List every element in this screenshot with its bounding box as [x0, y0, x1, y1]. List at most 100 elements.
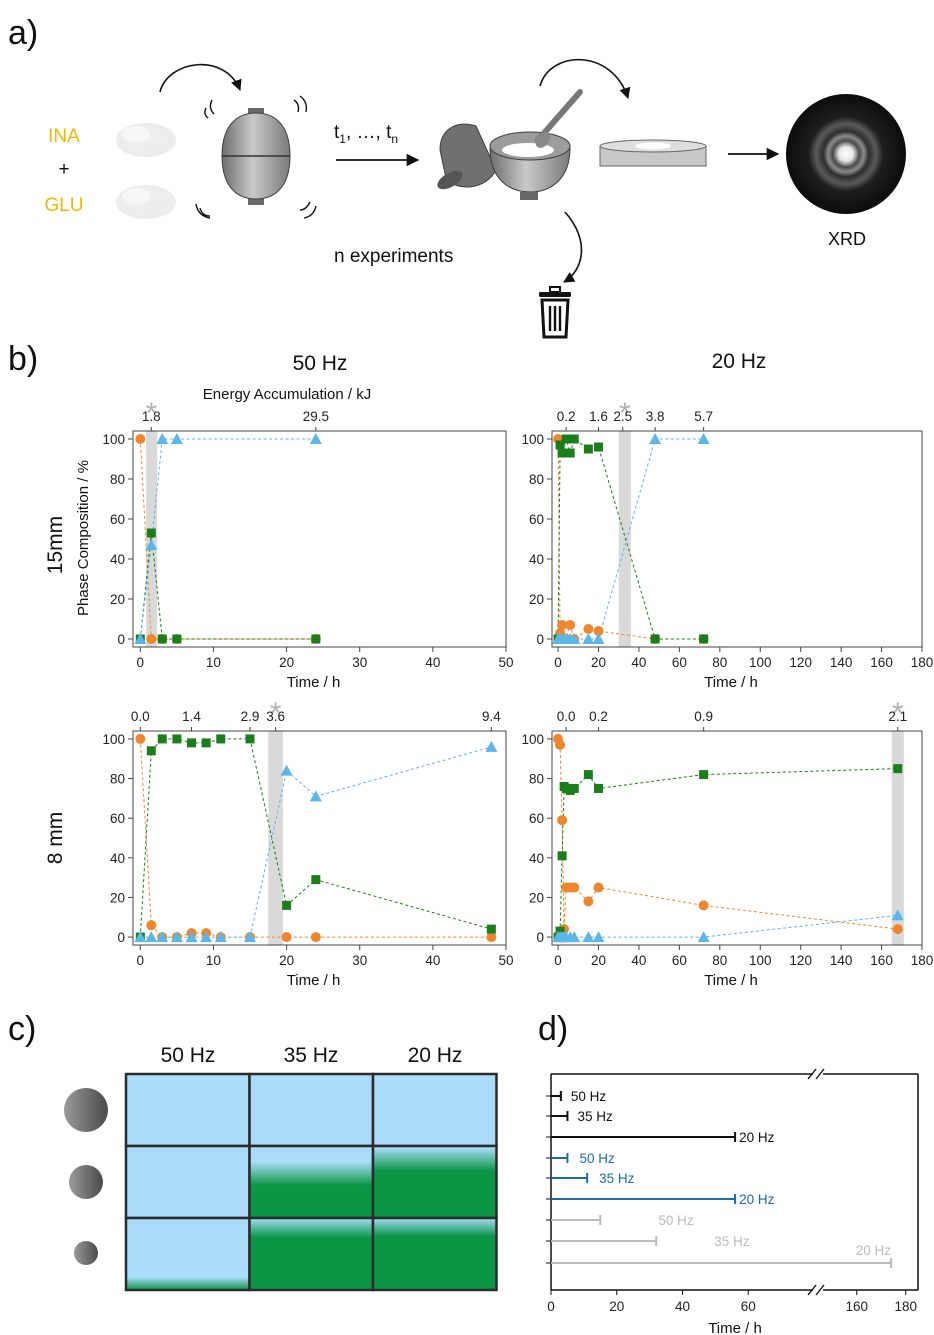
- series-line: [139, 532, 316, 640]
- data-point-square: [555, 440, 565, 450]
- x-tick-label: 140: [830, 655, 853, 670]
- x-tick-label: 40: [631, 655, 646, 670]
- x-tick-label: 0: [554, 655, 562, 670]
- transfer-arrow-icon: [539, 58, 631, 100]
- phase-cell: [371, 1216, 498, 1292]
- series-line: [139, 438, 316, 640]
- data-point-triangle: [134, 633, 147, 644]
- data-point-square: [146, 528, 156, 538]
- data-point-square: [146, 746, 156, 756]
- data-point-triangle: [170, 433, 183, 444]
- x-tick-label: 10: [206, 655, 221, 670]
- data-point-circle: [146, 920, 157, 931]
- data-point-circle: [569, 882, 580, 893]
- x-tick-label: 0: [137, 953, 145, 968]
- data-point-circle: [565, 620, 576, 630]
- data-point-triangle: [244, 931, 257, 943]
- top-tick-label: 9.4: [482, 709, 501, 724]
- panel-label-d: d): [538, 1010, 568, 1048]
- panel-d: d) 0 20 40 60 160 180 Time / h 50 Hz 35 Hz 20 Hz 5…: [538, 1010, 919, 1335]
- y-tick-label: 60: [529, 512, 544, 527]
- data-point-circle: [892, 924, 903, 935]
- x-tick-label: 20: [279, 655, 294, 670]
- y-tick-label: 80: [110, 472, 125, 487]
- series-line: [140, 746, 492, 938]
- y-tick-label: 40: [110, 552, 125, 567]
- series-line: [139, 738, 492, 938]
- data-point-triangle: [309, 790, 322, 802]
- phase-grid: [124, 1072, 498, 1292]
- x-tick-label: 140: [830, 953, 853, 968]
- x-tick-label: 30: [352, 953, 367, 968]
- data-point-triangle: [649, 433, 662, 444]
- shaded-region: [618, 431, 631, 647]
- data-point-triangle: [156, 931, 169, 943]
- y-tick-label: 60: [110, 811, 125, 826]
- x-axis-title: Time / h: [704, 972, 758, 989]
- x-tick-label: 40: [631, 953, 646, 968]
- series-line: [557, 738, 898, 930]
- y-axis-title: Phase Composition / %: [75, 460, 92, 616]
- axis-break: [815, 1068, 825, 1080]
- phase-cell: [124, 1072, 251, 1148]
- top-tick-label: 5.7: [694, 409, 713, 424]
- data-point-square: [583, 770, 593, 780]
- xrd-label: XRD: [828, 229, 866, 249]
- x-tick-label: 20: [609, 1299, 624, 1314]
- top-tick-label: 0.0: [557, 709, 576, 724]
- x-tick-label: 160: [870, 655, 893, 670]
- y-tick-label: 20: [110, 592, 125, 607]
- data-point-square: [157, 634, 167, 644]
- data-point-circle: [146, 634, 157, 644]
- panel-label-b: b): [8, 340, 38, 378]
- panel-b: b) 50 Hz 20 Hz Energy Accumulation / kJ …: [8, 340, 933, 989]
- time-bar-label: 35 Hz: [714, 1234, 750, 1249]
- time-bar-label: 50 Hz: [658, 1213, 694, 1228]
- shaded-region: [268, 731, 283, 945]
- data-point-circle: [555, 739, 566, 750]
- ball-small-icon: [74, 1241, 98, 1265]
- top-tick-label: 29.5: [303, 409, 329, 424]
- top-tick-label: 3.6: [266, 709, 285, 724]
- data-point-triangle: [592, 931, 605, 943]
- grid-col-title-35hz: 35 Hz: [284, 1044, 339, 1067]
- data-point-square: [594, 783, 604, 793]
- x-tick-label: 40: [425, 953, 440, 968]
- x-axis-title: Time / h: [287, 674, 341, 691]
- data-point-square: [557, 448, 567, 458]
- plot-15mm-20hz: * 0 20 40 60 80 100 120 140 160 180 0 20 40 60 80 100 0.2…: [521, 397, 933, 691]
- data-point-square: [311, 634, 321, 644]
- top-tick-label: 2.1: [888, 709, 907, 724]
- top-axis-title: Energy Accumulation / kJ: [203, 386, 371, 403]
- y-tick-label: 0: [117, 930, 125, 945]
- top-tick-label: 0.0: [131, 709, 150, 724]
- data-point-triangle: [156, 433, 169, 444]
- y-tick-label: 20: [110, 890, 125, 905]
- x-tick-label: 160: [870, 953, 893, 968]
- x-tick-label: 0: [554, 953, 562, 968]
- series-line: [557, 768, 898, 938]
- rotation-arrow-icon: [159, 63, 242, 93]
- x-tick-label: 40: [425, 655, 440, 670]
- phase-cell: [371, 1072, 498, 1148]
- trash-icon: [539, 286, 571, 339]
- data-point-triangle: [185, 931, 198, 943]
- data-point-circle: [557, 620, 568, 630]
- plot-frame: [132, 430, 507, 648]
- y-tick-label: 0: [117, 632, 125, 647]
- y-tick-label: 20: [529, 890, 544, 905]
- data-point-triangle: [582, 931, 595, 943]
- data-point-circle: [486, 932, 497, 943]
- x-tick-label: 40: [675, 1299, 690, 1314]
- top-tick-label: 0.2: [589, 709, 608, 724]
- y-tick-label: 40: [529, 851, 544, 866]
- top-tick-label: 3.8: [646, 409, 665, 424]
- top-tick-label: 0.2: [557, 409, 576, 424]
- data-point-triangle: [200, 931, 213, 943]
- data-point-square: [699, 770, 709, 780]
- plot-8mm-50hz: * 0 10 20 30 40 50 0 20 40 60 80 100 0.0 1.4 2.9 3.6 9.4 T…: [102, 697, 513, 989]
- powder-glu-icon: [116, 185, 176, 219]
- data-point-square: [201, 738, 211, 748]
- data-point-square: [172, 634, 182, 644]
- grid-col-title-20hz: 20 Hz: [408, 1044, 463, 1067]
